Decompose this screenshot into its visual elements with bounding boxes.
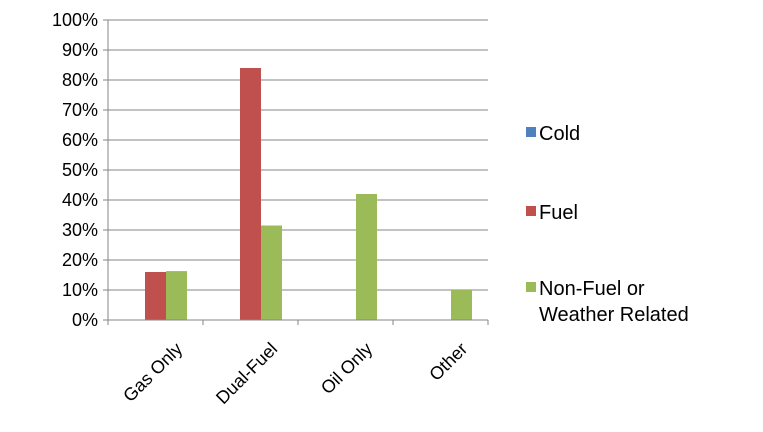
legend-swatch-fuel <box>526 206 536 216</box>
y-tick-label: 50% <box>62 160 98 180</box>
x-axis-ticks: Gas Only Dual-Fuel Oil Only Other <box>119 339 471 408</box>
x-tick-label: Dual-Fuel <box>212 339 281 408</box>
bar-non-fuel-or-weather-related-3 <box>451 290 472 320</box>
y-tick-label: 10% <box>62 280 98 300</box>
x-tick-label: Gas Only <box>119 339 186 406</box>
x-tick-label: Other <box>425 339 471 385</box>
bar-non-fuel-or-weather-related-1 <box>261 225 282 320</box>
axes <box>103 19 489 325</box>
bar-fuel-0 <box>145 272 166 320</box>
bar-fuel-1 <box>240 68 261 320</box>
y-tick-label: 60% <box>62 130 98 150</box>
y-tick-label: 30% <box>62 220 98 240</box>
y-tick-label: 80% <box>62 70 98 90</box>
y-tick-label: 20% <box>62 250 98 270</box>
x-tick-label: Oil Only <box>317 339 376 398</box>
legend-label: Non-Fuel or <box>539 278 645 300</box>
y-axis-ticks: 0% 10% 20% 30% 40% 50% 60% 70% 80% 90% 100% <box>52 10 98 330</box>
y-tick-label: 40% <box>62 190 98 210</box>
y-tick-label: 0% <box>72 310 98 330</box>
legend-swatch-cold <box>526 127 536 137</box>
legend-swatch-non-fuel-or-weather-related <box>526 282 536 292</box>
legend: Cold Fuel Non-Fuel or Weather Related <box>526 123 689 326</box>
y-tick-label: 100% <box>52 10 98 30</box>
y-tick-label: 70% <box>62 100 98 120</box>
legend-label: Cold <box>539 123 580 145</box>
bar-non-fuel-or-weather-related-2 <box>356 194 377 320</box>
legend-label: Fuel <box>539 202 578 224</box>
bar-non-fuel-or-weather-related-0 <box>166 271 187 320</box>
gridlines <box>108 19 488 291</box>
bars <box>145 68 472 320</box>
legend-label: Weather Related <box>539 304 689 326</box>
y-tick-label: 90% <box>62 40 98 60</box>
